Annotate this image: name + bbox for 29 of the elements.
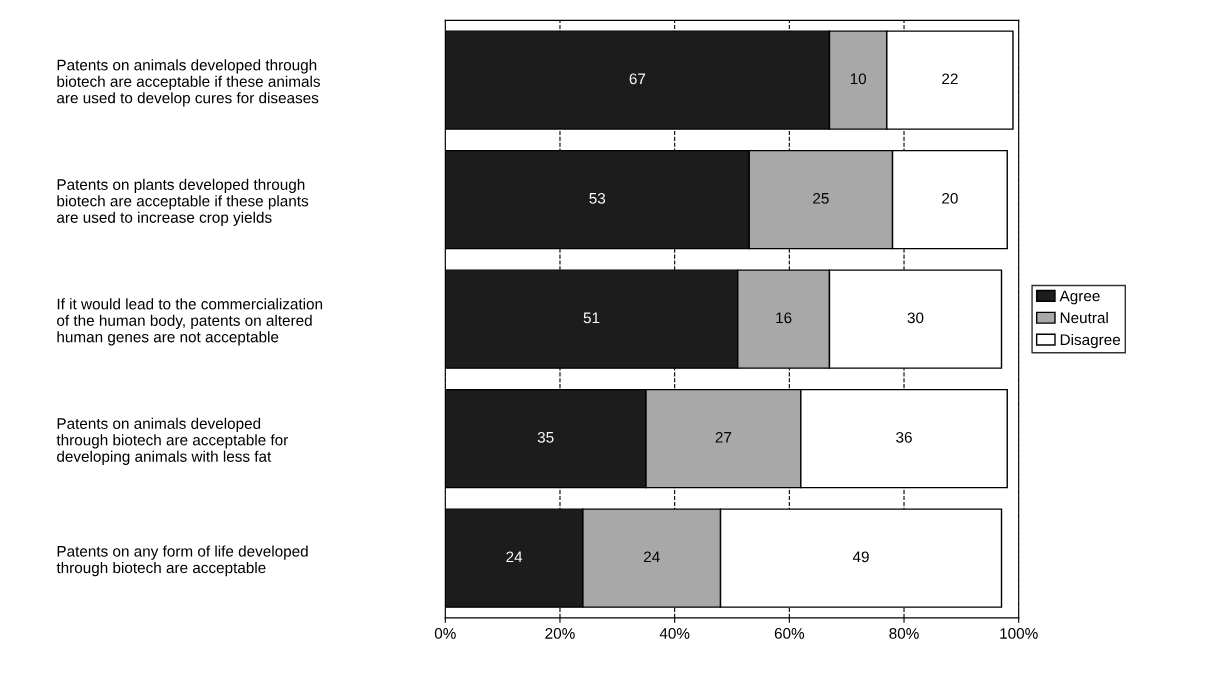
x-tick-label: 80%: [889, 628, 919, 639]
data-label: 67: [629, 73, 646, 85]
data-label: 49: [852, 551, 869, 563]
x-tick-label: 100%: [1000, 628, 1038, 639]
legend-label: Neutral: [1060, 312, 1108, 324]
x-tick-label: 40%: [659, 628, 690, 639]
data-label: 53: [589, 192, 606, 204]
y-tick-label: Patents on any form of life developed through biotech are acceptable: [56, 545, 308, 577]
x-tick-label: 60%: [774, 628, 805, 639]
data-label: 36: [896, 431, 912, 443]
data-label: 24: [644, 551, 660, 563]
x-tick-label: 20%: [545, 628, 575, 639]
data-label: 22: [942, 73, 958, 85]
y-tick-label: Patents on animals developed through biotech are acceptable if these animals are used to develop cures for diseases: [57, 59, 320, 107]
legend-label: Agree: [1059, 290, 1100, 305]
data-label: 51: [583, 312, 600, 324]
data-label: 24: [506, 551, 523, 563]
y-tick-label: Patents on plants developed through biotech are acceptable if these plants are used to increase crop yields: [57, 178, 309, 226]
data-label: 30: [907, 312, 924, 324]
data-label: 10: [850, 73, 867, 85]
y-tick-label: Patents on animals developed through biotech are acceptable for developing animals with less fat: [56, 417, 289, 465]
data-label: 27: [715, 431, 732, 443]
data-label: 35: [537, 431, 554, 443]
y-tick-label: If it would lead to the commercialization of the human body, patents on altered human genes are not acceptable: [57, 298, 323, 346]
data-label: 25: [813, 192, 829, 204]
x-tick-label: 0%: [434, 628, 456, 639]
data-label: 20: [942, 192, 958, 204]
legend-label: Disagree: [1060, 333, 1121, 349]
data-label: 16: [776, 312, 792, 324]
